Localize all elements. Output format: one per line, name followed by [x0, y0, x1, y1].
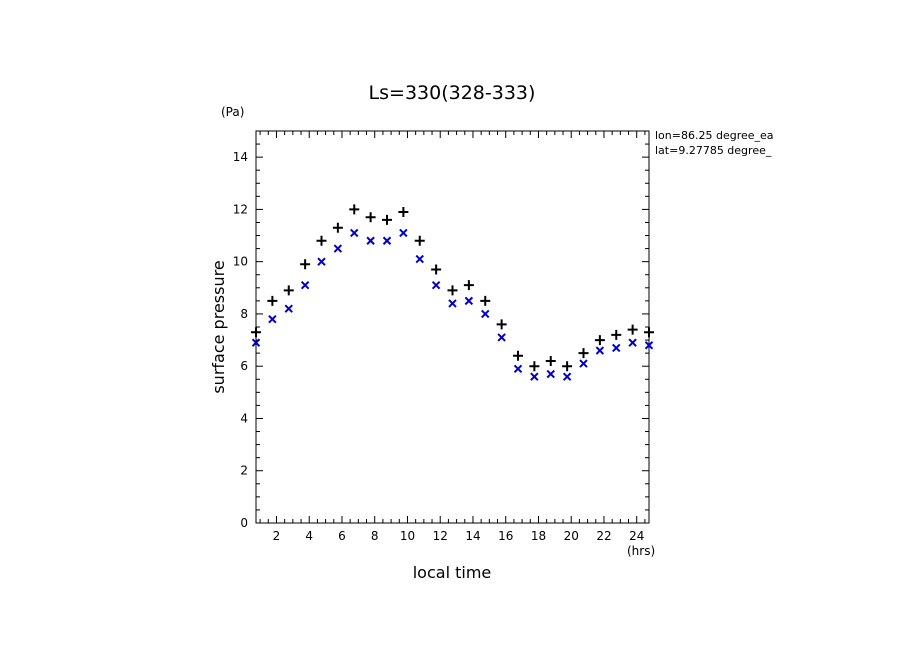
- data-point-x: [300, 280, 310, 290]
- data-point-x: [317, 257, 326, 266]
- data-point-plus: [496, 319, 507, 330]
- data-point-plus: [480, 295, 491, 306]
- y-axis-label: surface pressure: [209, 260, 228, 393]
- data-point-x: [350, 228, 359, 238]
- x-tick-label: 16: [498, 529, 513, 543]
- data-point-plus: [431, 264, 442, 275]
- data-point-x: [382, 236, 392, 245]
- data-point-plus: [529, 361, 540, 372]
- x-tick-label: 20: [564, 529, 579, 543]
- data-point-x: [464, 296, 474, 306]
- data-point-plus: [611, 329, 622, 340]
- data-point-plus: [251, 327, 261, 338]
- data-point-x: [530, 372, 539, 381]
- data-point-x: [644, 341, 654, 350]
- data-point-plus: [316, 235, 327, 246]
- x-tick-label: 14: [465, 529, 480, 543]
- data-point-x: [399, 228, 408, 238]
- data-point-x: [579, 359, 588, 368]
- y-tick-label: 12: [233, 202, 248, 216]
- data-point-plus: [365, 212, 376, 223]
- y-tick-label: 10: [233, 255, 248, 269]
- data-point-plus: [398, 207, 409, 218]
- data-point-plus: [513, 350, 523, 361]
- data-point-x: [268, 314, 277, 324]
- y-tick-label: 2: [240, 464, 248, 478]
- x-tick-label: 12: [433, 529, 448, 543]
- data-point-plus: [562, 361, 573, 372]
- x-tick-label: 2: [273, 529, 281, 543]
- x-axis-label: local time: [413, 563, 492, 582]
- data-point-plus: [300, 259, 311, 270]
- data-point-x: [415, 254, 424, 264]
- data-point-plus: [414, 235, 425, 246]
- x-tick-label: 6: [338, 529, 346, 543]
- data-point-x: [481, 309, 490, 319]
- data-point-x: [251, 338, 261, 347]
- x-tick-label: 22: [596, 529, 611, 543]
- data-point-plus: [349, 204, 360, 215]
- x-unit-label: (hrs): [627, 544, 655, 558]
- plot-frame: [255, 130, 650, 524]
- y-tick-label: 6: [240, 359, 248, 373]
- data-point-plus: [644, 327, 654, 338]
- y-tick-label: 14: [233, 150, 248, 164]
- data-point-plus: [267, 295, 278, 306]
- data-point-x: [628, 338, 637, 347]
- y-tick-label: 0: [240, 516, 248, 530]
- data-point-x: [546, 369, 555, 379]
- x-tick-label: 10: [400, 529, 415, 543]
- data-point-plus: [382, 214, 392, 225]
- data-point-x: [333, 244, 343, 253]
- annotation-lat: lat=9.27785 degree_: [655, 144, 772, 157]
- data-point-plus: [578, 348, 589, 359]
- data-point-plus: [627, 324, 638, 335]
- data-point-x: [497, 333, 506, 342]
- marks-layer: [251, 204, 654, 381]
- data-point-x: [431, 280, 441, 290]
- data-point-x: [513, 364, 523, 374]
- data-point-x: [448, 299, 457, 308]
- data-point-x: [366, 236, 375, 245]
- data-point-plus: [283, 285, 294, 296]
- data-point-plus: [332, 222, 343, 233]
- data-point-x: [595, 346, 605, 355]
- data-point-plus: [447, 285, 458, 296]
- x-tick-label: 8: [371, 529, 379, 543]
- x-tick-label: 18: [531, 529, 546, 543]
- y-tick-label: 8: [240, 307, 248, 321]
- chart-title: Ls=330(328-333): [369, 82, 536, 104]
- y-tick-label: 4: [240, 411, 248, 425]
- data-point-plus: [594, 335, 605, 346]
- data-point-plus: [545, 355, 556, 366]
- data-point-x: [562, 372, 572, 381]
- y-unit-label: (Pa): [221, 105, 244, 119]
- x-tick-label: 4: [305, 529, 313, 543]
- data-point-plus: [463, 280, 474, 291]
- data-point-x: [612, 343, 621, 353]
- annotation-lon: lon=86.25 degree_ea: [655, 129, 774, 142]
- data-point-x: [284, 304, 293, 313]
- x-tick-label: 24: [629, 529, 644, 543]
